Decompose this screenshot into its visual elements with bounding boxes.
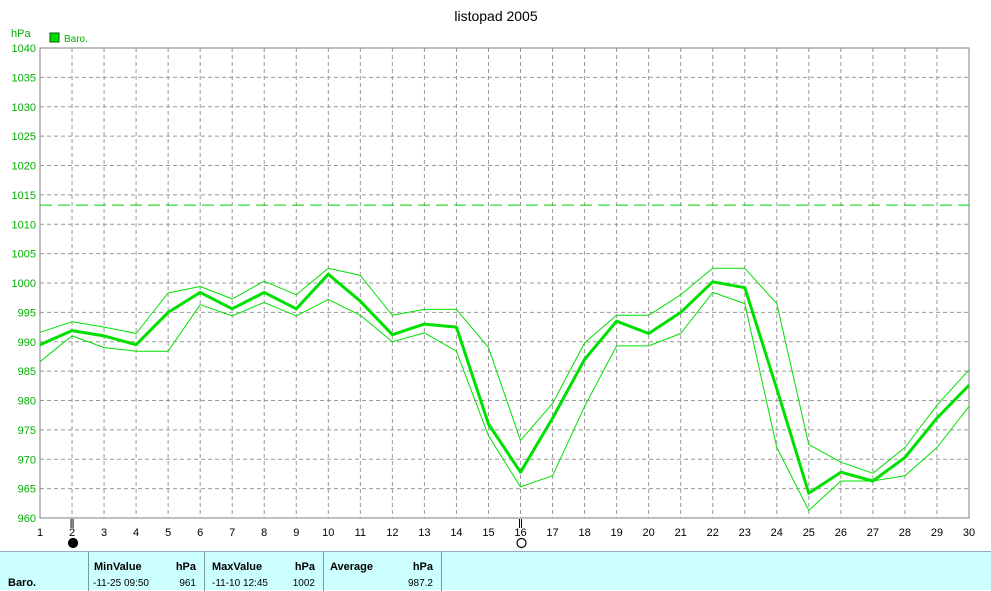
x-tick-label: 27: [867, 527, 879, 539]
y-tick-label: 970: [18, 454, 36, 466]
x-tick-label: 9: [293, 527, 299, 539]
y-tick-label: 1025: [12, 131, 36, 143]
x-tick-label: 12: [386, 527, 398, 539]
min-header: MinValue: [94, 561, 142, 573]
max-header: MaxValue: [212, 561, 263, 573]
min-time: -11-25 09:50: [93, 578, 149, 589]
avg-header: Average: [330, 561, 374, 573]
y-tick-label: 1005: [12, 249, 36, 261]
min-unit: hPa: [175, 561, 196, 573]
x-tick-label: 21: [675, 527, 687, 539]
x-tick-label: 14: [450, 527, 462, 539]
legend: Baro.: [49, 32, 88, 45]
x-tick-label: 15: [482, 527, 494, 539]
y-tick-label: 1020: [12, 161, 36, 173]
x-tick-label: 20: [643, 527, 655, 539]
series-line-max: [39, 267, 970, 474]
legend-label: Baro.: [64, 34, 88, 45]
y-tick-label: 1010: [12, 219, 36, 231]
y-tick-label: 975: [18, 425, 36, 437]
series-line-average: [39, 272, 971, 495]
x-tick-label: 17: [546, 527, 558, 539]
plot-area-frame: [39, 47, 970, 519]
x-tick-label: 2: [69, 527, 75, 539]
x-tick-label: 10: [322, 527, 334, 539]
min-value: 961: [179, 578, 196, 589]
x-tick-label: 23: [739, 527, 751, 539]
y-tick-label: 985: [18, 366, 36, 378]
x-tick-label: 28: [899, 527, 911, 539]
series-line-min: [39, 291, 970, 511]
stats-series-cell: Baro.: [0, 552, 89, 591]
y-tick-label: 1015: [12, 190, 36, 202]
x-tick-label: 6: [197, 527, 203, 539]
stats-min-cell: MinValue hPa -11-25 09:50 961: [89, 552, 205, 591]
x-tick-label: 8: [261, 527, 267, 539]
x-tick-label: 3: [101, 527, 107, 539]
y-tick-label: 1030: [12, 102, 36, 114]
x-tick-label: 1: [37, 527, 43, 539]
x-tick-label: 25: [803, 527, 815, 539]
x-tick-label: 13: [418, 527, 430, 539]
max-time: -11-10 12:45: [212, 578, 268, 589]
x-tick-label: 29: [931, 527, 943, 539]
x-tick-label: 7: [229, 527, 235, 539]
x-tick-label: 5: [165, 527, 171, 539]
x-tick-label: 22: [707, 527, 719, 539]
pressure-chart: listopad 2005 hPa Baro. 9609659709759809…: [11, 8, 975, 549]
x-tick-label: 4: [133, 527, 139, 539]
avg-unit: hPa: [412, 561, 433, 573]
moon-markers: [67, 519, 527, 549]
stats-series-name: Baro.: [8, 577, 37, 589]
y-tick-label: 965: [18, 484, 36, 496]
y-tick-label: 960: [18, 513, 36, 525]
y-tick-label: 1040: [12, 43, 36, 55]
y-tick-label: 1000: [12, 278, 36, 290]
x-tick-label: 19: [610, 527, 622, 539]
legend-swatch: [49, 32, 60, 43]
y-tick-label: 990: [18, 337, 36, 349]
stats-panel: Baro. MinValue hPa -11-25 09:50 961 MaxV…: [0, 551, 991, 591]
y-tick-labels: 960 965 970 975 980 985 990 995 1000 1005 1010 1015…: [12, 43, 36, 525]
stats-avg-cell: Average hPa 987.2: [324, 552, 442, 591]
x-tick-label: 16: [514, 527, 526, 539]
avg-value: 987.2: [407, 578, 433, 589]
y-tick-label: 995: [18, 307, 36, 319]
max-unit: hPa: [294, 561, 315, 573]
y-tick-label: 1035: [12, 72, 36, 84]
x-tick-label: 30: [963, 527, 975, 539]
new-moon-icon: [67, 537, 79, 549]
chart-title: listopad 2005: [454, 8, 538, 24]
full-moon-icon: [516, 537, 527, 549]
y-axis-unit: hPa: [11, 28, 31, 40]
x-tick-label: 24: [771, 527, 783, 539]
stats-max-cell: MaxValue hPa -11-10 12:45 1002: [205, 552, 324, 591]
y-tick-label: 980: [18, 396, 36, 408]
x-tick-label: 26: [835, 527, 847, 539]
x-tick-labels: 1 2 3 4 5 6 7 8 9 10 11 12 13 14 15 16 17 18 19 20 21 22 23 24 2…: [37, 527, 975, 539]
x-tick-label: 18: [578, 527, 590, 539]
series-layer: [39, 267, 971, 511]
max-value: 1002: [292, 578, 315, 589]
x-tick-label: 11: [355, 527, 366, 539]
